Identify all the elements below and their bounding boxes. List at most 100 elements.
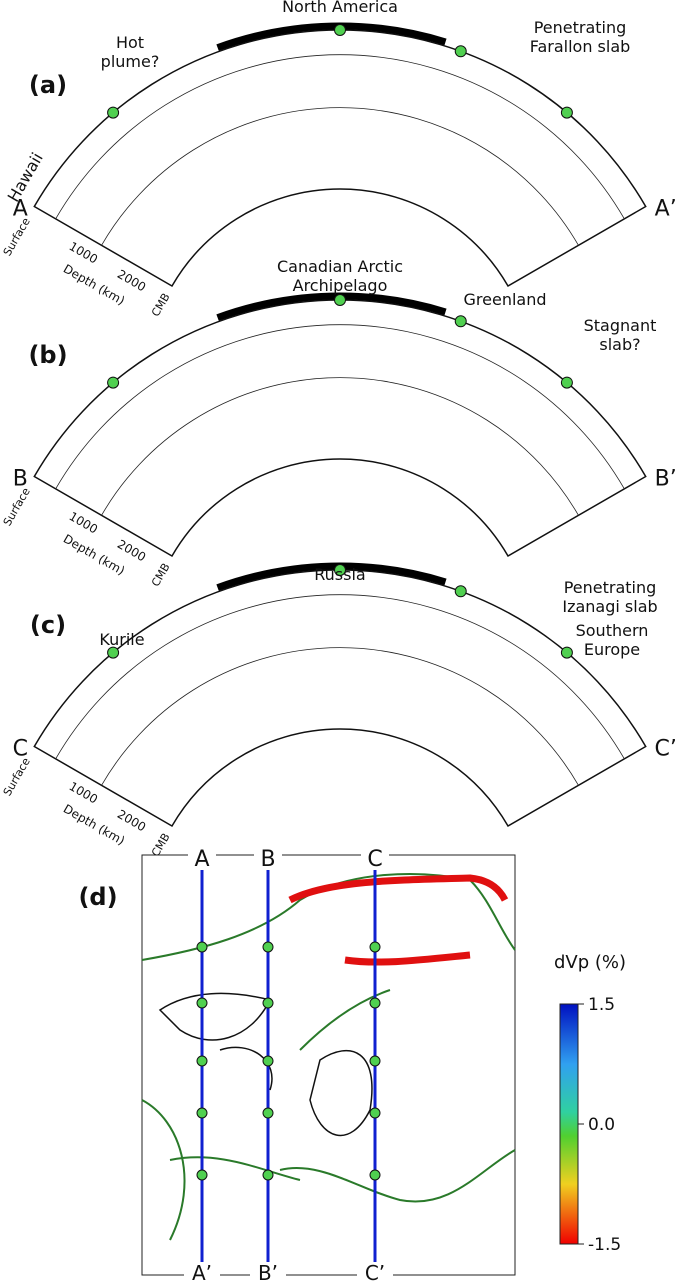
marker-dot xyxy=(334,24,346,36)
surface-label: Surface xyxy=(1,485,33,528)
marker-dot xyxy=(107,646,120,659)
surface-label: Surface xyxy=(1,755,33,798)
annotation: Europe xyxy=(584,640,640,659)
annotation: slab? xyxy=(599,335,640,354)
annotation: plume? xyxy=(101,52,160,71)
annotation: Farallon slab xyxy=(530,37,631,56)
annotation: Kurile xyxy=(99,630,144,649)
profile-end: C’ xyxy=(365,1261,385,1283)
marker-dot xyxy=(262,997,274,1009)
colorbar: dVp (%) 1.5 0.0 -1.5 xyxy=(554,952,626,1255)
depth-line xyxy=(55,54,625,220)
map-frame xyxy=(141,854,516,1276)
annotation: Greenland xyxy=(464,290,547,309)
marker-dot xyxy=(107,106,120,119)
label-bg xyxy=(357,1262,393,1283)
label-bg xyxy=(188,845,216,869)
marker-dot xyxy=(369,1055,381,1067)
marker-dot xyxy=(262,1055,274,1067)
marker-dot xyxy=(196,1055,208,1067)
label-bg xyxy=(250,1262,286,1283)
marker-dot xyxy=(560,106,573,119)
profile-start: B xyxy=(260,847,275,872)
marker-dot xyxy=(196,941,208,953)
section-outline xyxy=(33,569,647,828)
section-start: A xyxy=(13,197,28,222)
depth-tick-label: 2000 xyxy=(115,807,148,834)
depth-line xyxy=(101,647,579,786)
marker-dot xyxy=(454,585,467,598)
volcano-belt xyxy=(288,874,509,966)
coast-bar xyxy=(216,562,447,591)
annotation: Canadian Arctic xyxy=(277,257,403,276)
annotation: Hot xyxy=(116,33,144,52)
marker-dot xyxy=(369,1169,381,1181)
depth-tick-label: 1000 xyxy=(67,239,100,266)
depth-tick-label: 1000 xyxy=(67,509,100,536)
annotation: Archipelago xyxy=(293,276,388,295)
cmb-label: CMB xyxy=(149,561,173,589)
plate-boundaries xyxy=(141,873,516,1241)
marker-dot xyxy=(454,45,467,58)
map-panel: (d) A A’ B B’ C C’ xyxy=(78,845,516,1285)
depth-line xyxy=(55,324,625,490)
depth-tick-label: 2000 xyxy=(115,537,148,564)
marker-dot xyxy=(262,941,274,953)
panel-label: (a) xyxy=(29,71,67,99)
coast-bar xyxy=(216,292,447,321)
annotation: Stagnant xyxy=(584,316,657,335)
cmb-label: CMB xyxy=(149,291,173,319)
marker-dot xyxy=(560,376,573,389)
marker-dot xyxy=(262,1107,274,1119)
annotation: Izanagi slab xyxy=(562,597,657,616)
marker-dot xyxy=(369,1107,381,1119)
marker-dot xyxy=(107,376,120,389)
section-start: B xyxy=(13,467,28,492)
colorbar-title: dVp (%) xyxy=(554,952,626,973)
annotation: North America xyxy=(282,0,398,16)
panel-label: (d) xyxy=(78,883,117,911)
depth-line xyxy=(101,107,579,246)
section-end: B’ xyxy=(655,467,677,492)
annotation: Penetrating xyxy=(534,18,627,37)
marker-dot xyxy=(196,1169,208,1181)
section-outline xyxy=(33,299,647,558)
panel-label: (c) xyxy=(30,611,66,639)
marker-dot xyxy=(196,1107,208,1119)
label-bg xyxy=(361,845,389,869)
profile-end: A’ xyxy=(192,1261,212,1283)
colorbar-tick-label: 0.0 xyxy=(588,1115,615,1135)
depth-tick-label: 2000 xyxy=(115,267,148,294)
marker-dot xyxy=(334,294,346,306)
depth-line xyxy=(55,594,625,760)
coast-bar xyxy=(216,22,447,51)
depth-axis-label: Depth (km) xyxy=(61,262,127,308)
panel-label: (b) xyxy=(28,341,67,369)
colorbar-tick-label: -1.5 xyxy=(588,1235,621,1255)
depth-tick-label: 1000 xyxy=(67,779,100,806)
section-start: C xyxy=(13,737,28,762)
profile-lines: (d) A A’ B B’ C C’ xyxy=(78,845,393,1285)
label-bg xyxy=(254,845,282,869)
section-end: C’ xyxy=(655,737,677,762)
marker-dot xyxy=(369,941,381,953)
marker-dot xyxy=(560,646,573,659)
label-bg xyxy=(184,1262,220,1283)
depth-axis-label: Depth (km) xyxy=(61,532,127,578)
surface-label: Surface xyxy=(1,215,33,258)
profile-start: C xyxy=(367,847,382,872)
marker-dot xyxy=(196,997,208,1009)
profile-start: A xyxy=(194,847,209,872)
section-end: A’ xyxy=(655,197,677,222)
marker-dot xyxy=(454,315,467,328)
marker-dot xyxy=(334,564,346,576)
section-outline xyxy=(33,29,647,288)
colorbar-tick-label: 1.5 xyxy=(588,995,615,1015)
colorbar-ramp xyxy=(559,1003,579,1245)
depth-axis-label: Depth (km) xyxy=(61,802,127,848)
marker-dot xyxy=(262,1169,274,1181)
